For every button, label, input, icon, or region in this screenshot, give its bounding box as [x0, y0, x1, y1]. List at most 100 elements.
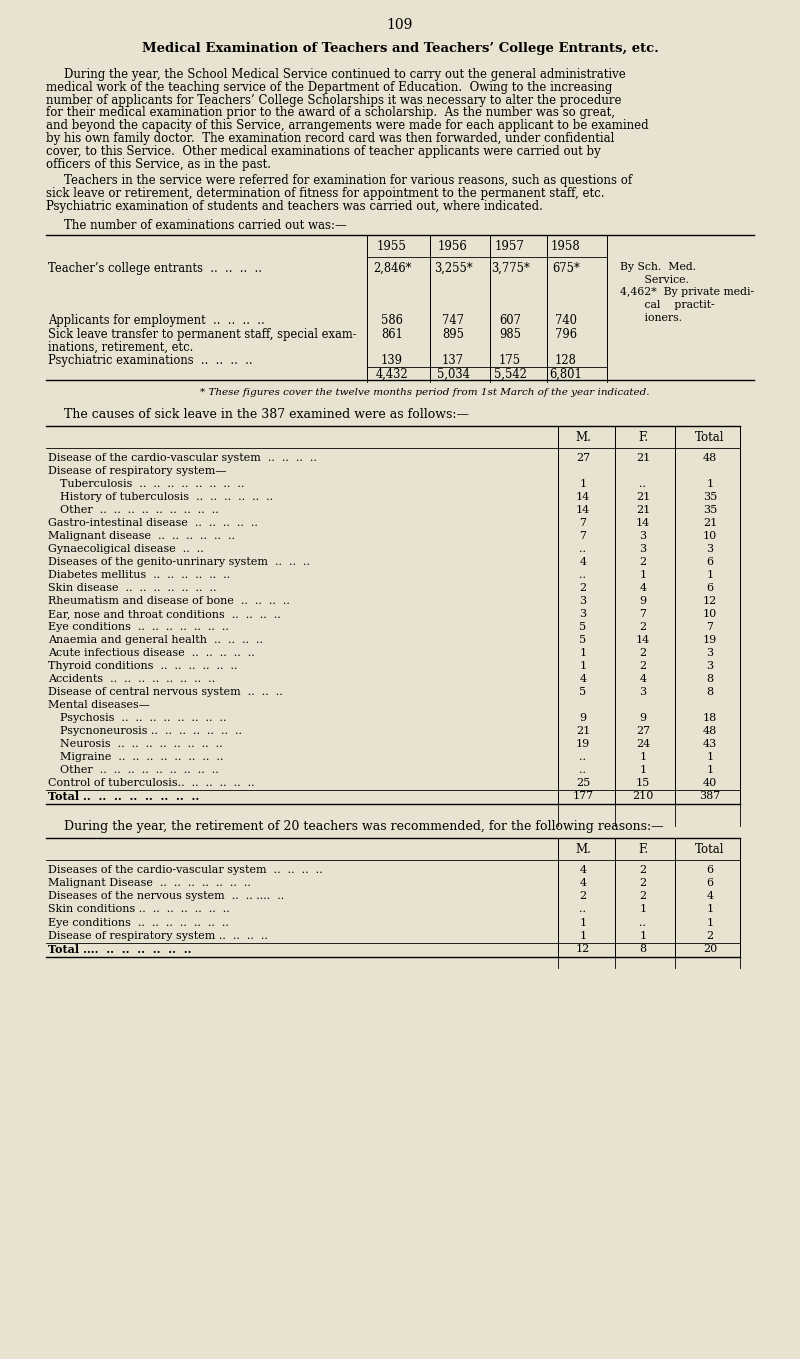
- Text: 4: 4: [639, 583, 646, 593]
- Text: 21: 21: [636, 492, 650, 501]
- Text: Sick leave transfer to permanent staff, special exam-: Sick leave transfer to permanent staff, …: [48, 328, 357, 341]
- Text: 10: 10: [703, 531, 717, 541]
- Text: 8: 8: [639, 945, 646, 954]
- Text: 3: 3: [639, 686, 646, 697]
- Text: 6: 6: [706, 878, 714, 887]
- Text: 3: 3: [706, 544, 714, 554]
- Text: 21: 21: [576, 726, 590, 735]
- Text: 586: 586: [381, 314, 403, 326]
- Text: 1: 1: [706, 904, 714, 915]
- Text: 2: 2: [639, 892, 646, 901]
- Text: 4: 4: [579, 864, 586, 875]
- Text: 128: 128: [555, 353, 577, 367]
- Text: 18: 18: [703, 713, 717, 723]
- Text: Ear, nose and throat conditions  ..  ..  ..  ..: Ear, nose and throat conditions .. .. ..…: [48, 609, 281, 618]
- Text: Teacher’s college entrants  ..  ..  ..  ..: Teacher’s college entrants .. .. .. ..: [48, 262, 262, 275]
- Text: 7: 7: [579, 518, 586, 527]
- Text: 3: 3: [639, 531, 646, 541]
- Text: Tuberculosis  ..  ..  ..  ..  ..  ..  ..  ..: Tuberculosis .. .. .. .. .. .. .. ..: [60, 478, 244, 489]
- Text: Skin conditions ..  ..  ..  ..  ..  ..  ..: Skin conditions .. .. .. .. .. .. ..: [48, 904, 230, 915]
- Text: 14: 14: [576, 492, 590, 501]
- Text: 1: 1: [579, 931, 586, 940]
- Text: 861: 861: [381, 328, 403, 341]
- Text: 6: 6: [706, 583, 714, 593]
- Text: 5: 5: [579, 622, 586, 632]
- Text: During the year, the retirement of 20 teachers was recommended, for the followin: During the year, the retirement of 20 te…: [64, 819, 664, 833]
- Text: 1958: 1958: [551, 239, 581, 253]
- Text: Diabetes mellitus  ..  ..  ..  ..  ..  ..: Diabetes mellitus .. .. .. .. .. ..: [48, 569, 230, 580]
- Text: 1957: 1957: [495, 239, 525, 253]
- Text: 1: 1: [579, 917, 586, 928]
- Text: sick leave or retirement, determination of fitness for appointment to the perman: sick leave or retirement, determination …: [46, 188, 605, 200]
- Text: 27: 27: [576, 453, 590, 463]
- Text: Total ..  ..  ..  ..  ..  ..  ..  ..: Total .. .. .. .. .. .. .. ..: [48, 791, 199, 802]
- Text: The causes of sick leave in the 387 examined were as follows:—: The causes of sick leave in the 387 exam…: [64, 408, 469, 421]
- Text: 2: 2: [639, 878, 646, 887]
- Text: Accidents  ..  ..  ..  ..  ..  ..  ..  ..: Accidents .. .. .. .. .. .. .. ..: [48, 674, 215, 684]
- Text: for their medical examination prior to the award of a scholarship.  As the numbe: for their medical examination prior to t…: [46, 106, 615, 120]
- Text: 12: 12: [703, 595, 717, 606]
- Text: 3,775*: 3,775*: [490, 262, 530, 275]
- Text: 1: 1: [579, 648, 586, 658]
- Text: 2,846*: 2,846*: [373, 262, 411, 275]
- Text: Service.: Service.: [620, 275, 689, 284]
- Text: 10: 10: [703, 609, 717, 618]
- Text: 175: 175: [499, 353, 521, 367]
- Text: medical work of the teaching service of the Department of Education.  Owing to t: medical work of the teaching service of …: [46, 80, 612, 94]
- Text: Total ....  ..  ..  ..  ..  ..  ..: Total .... .. .. .. .. .. ..: [48, 945, 191, 955]
- Text: Disease of the cardio-vascular system  ..  ..  ..  ..: Disease of the cardio-vascular system ..…: [48, 453, 317, 463]
- Text: Malignant Disease  ..  ..  ..  ..  ..  ..  ..: Malignant Disease .. .. .. .. .. .. ..: [48, 878, 251, 887]
- Text: 21: 21: [636, 504, 650, 515]
- Text: Rheumatism and disease of bone  ..  ..  ..  ..: Rheumatism and disease of bone .. .. .. …: [48, 595, 290, 606]
- Text: Eye conditions  ..  ..  ..  ..  ..  ..  ..: Eye conditions .. .. .. .. .. .. ..: [48, 917, 229, 928]
- Text: Malignant disease  ..  ..  ..  ..  ..  ..: Malignant disease .. .. .. .. .. ..: [48, 531, 235, 541]
- Text: 14: 14: [636, 635, 650, 644]
- Text: 895: 895: [442, 328, 464, 341]
- Text: Migraine  ..  ..  ..  ..  ..  ..  ..  ..: Migraine .. .. .. .. .. .. .. ..: [60, 752, 223, 762]
- Text: 675*: 675*: [552, 262, 580, 275]
- Text: Thyroid conditions  ..  ..  ..  ..  ..  ..: Thyroid conditions .. .. .. .. .. ..: [48, 660, 238, 671]
- Text: number of applicants for Teachers’ College Scholarships it was necessary to alte: number of applicants for Teachers’ Colle…: [46, 94, 622, 106]
- Text: History of tuberculosis  ..  ..  ..  ..  ..  ..: History of tuberculosis .. .. .. .. .. .…: [60, 492, 273, 501]
- Text: ..: ..: [639, 917, 646, 928]
- Text: by his own family doctor.  The examination record card was then forwarded, under: by his own family doctor. The examinatio…: [46, 132, 614, 145]
- Text: Anaemia and general health  ..  ..  ..  ..: Anaemia and general health .. .. .. ..: [48, 635, 263, 644]
- Text: 48: 48: [703, 453, 717, 463]
- Text: 2: 2: [579, 892, 586, 901]
- Text: Diseases of the nervous system  ..  .. ....  ..: Diseases of the nervous system .. .. ...…: [48, 892, 284, 901]
- Text: 19: 19: [576, 739, 590, 749]
- Text: ..: ..: [639, 478, 646, 489]
- Text: 1: 1: [639, 752, 646, 762]
- Text: ..: ..: [579, 765, 586, 775]
- Text: 6: 6: [706, 557, 714, 567]
- Text: 19: 19: [703, 635, 717, 644]
- Text: 177: 177: [573, 791, 594, 800]
- Text: Eye conditions  ..  ..  ..  ..  ..  ..  ..: Eye conditions .. .. .. .. .. .. ..: [48, 622, 229, 632]
- Text: F.: F.: [638, 843, 648, 856]
- Text: 25: 25: [576, 777, 590, 788]
- Text: 740: 740: [555, 314, 577, 326]
- Text: Total: Total: [695, 843, 725, 856]
- Text: 109: 109: [387, 18, 413, 33]
- Text: ioners.: ioners.: [620, 313, 682, 323]
- Text: 2: 2: [579, 583, 586, 593]
- Text: 5: 5: [579, 635, 586, 644]
- Text: Diseases of the cardio-vascular system  ..  ..  ..  ..: Diseases of the cardio-vascular system .…: [48, 864, 322, 875]
- Text: Psychiatric examination of students and teachers was carried out, where indicate: Psychiatric examination of students and …: [46, 200, 543, 213]
- Text: 4: 4: [639, 674, 646, 684]
- Text: 1: 1: [639, 904, 646, 915]
- Text: 3,255*: 3,255*: [434, 262, 472, 275]
- Text: 3: 3: [706, 648, 714, 658]
- Text: Total: Total: [695, 431, 725, 444]
- Text: 48: 48: [703, 726, 717, 735]
- Text: 796: 796: [555, 328, 577, 341]
- Text: inations, retirement, etc.: inations, retirement, etc.: [48, 341, 194, 353]
- Text: 9: 9: [639, 595, 646, 606]
- Text: Acute infectious disease  ..  ..  ..  ..  ..: Acute infectious disease .. .. .. .. ..: [48, 648, 254, 658]
- Text: Gynaecoligical disease  ..  ..: Gynaecoligical disease .. ..: [48, 544, 204, 554]
- Text: The number of examinations carried out was:—: The number of examinations carried out w…: [64, 219, 346, 232]
- Text: 15: 15: [636, 777, 650, 788]
- Text: 1956: 1956: [438, 239, 468, 253]
- Text: 7: 7: [639, 609, 646, 618]
- Text: officers of this Service, as in the past.: officers of this Service, as in the past…: [46, 158, 271, 171]
